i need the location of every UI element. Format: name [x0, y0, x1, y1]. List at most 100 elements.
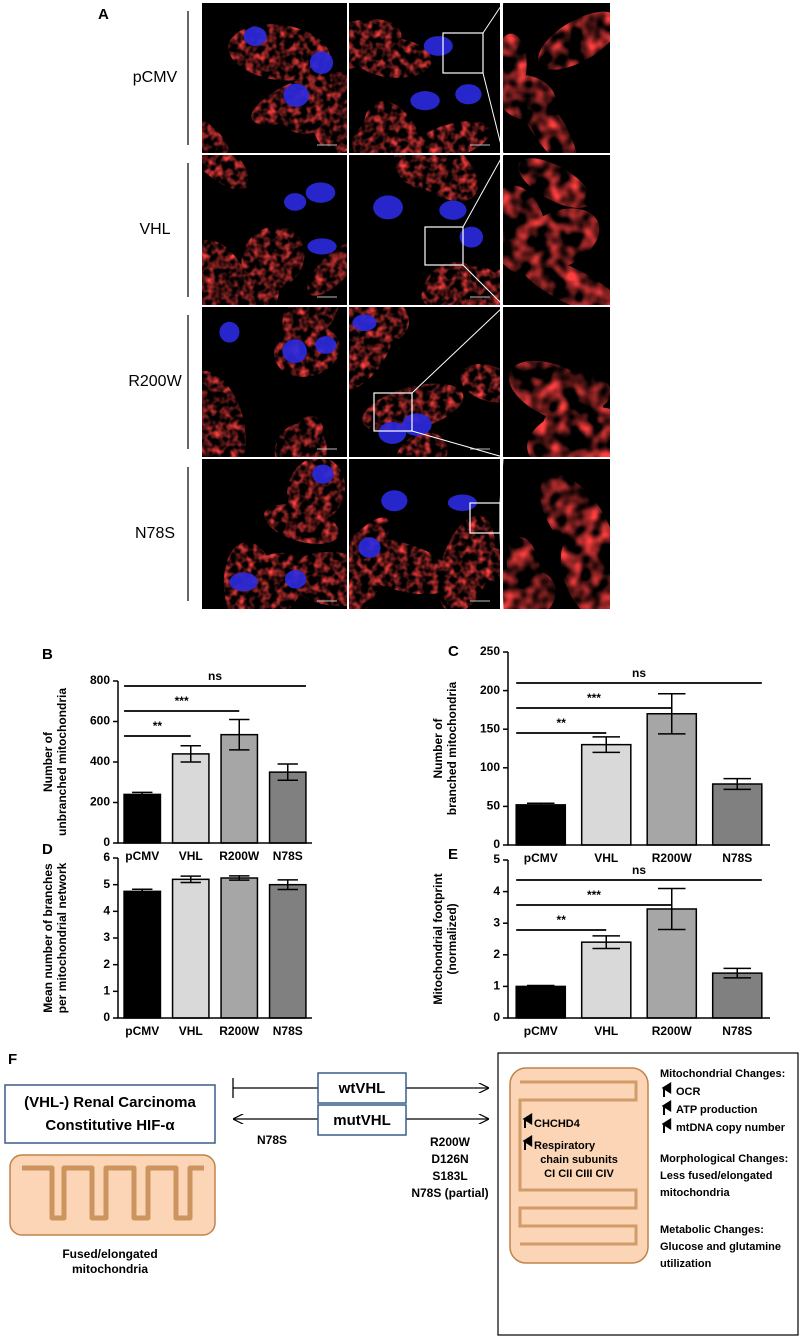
mitochondria	[503, 11, 610, 153]
mitochondria	[503, 474, 610, 609]
mitochondria	[223, 459, 347, 609]
error-bar	[592, 736, 621, 754]
inner-label: chain subunits	[540, 1154, 618, 1166]
cell	[202, 370, 246, 457]
y-axis-label: unbranched mitochondria	[55, 688, 69, 836]
nucleus	[219, 321, 240, 343]
x-tick-label: N78S	[273, 1024, 303, 1038]
cells	[202, 155, 347, 305]
y-tick-label: 0	[493, 1010, 500, 1024]
mutant: D126N	[431, 1152, 468, 1166]
mut-label: mutVHL	[333, 1112, 391, 1129]
row-label: R200W	[128, 373, 182, 390]
change-item: mtDNA copy number	[676, 1122, 786, 1134]
x-tick-label: pCMV	[524, 851, 558, 865]
mitochondria	[508, 360, 610, 457]
nucleus	[373, 195, 403, 220]
nucleus	[455, 84, 482, 105]
significance-label: ns	[632, 863, 646, 877]
y-tick-label: 1	[493, 979, 500, 993]
zoom-line	[462, 154, 504, 228]
row-label: VHL	[139, 221, 170, 238]
y-tick-label: 800	[90, 673, 110, 687]
change-title: Mitochondrial Changes:	[660, 1068, 785, 1080]
x-tick-label: N78S	[722, 1024, 752, 1038]
y-tick-label: 150	[480, 721, 500, 735]
y-tick-label: 1	[103, 984, 110, 998]
nucleus	[410, 91, 440, 111]
cell	[263, 504, 340, 544]
y-tick-label: 2	[103, 957, 110, 971]
change-item: utilization	[660, 1258, 712, 1270]
inner-label: CHCHD4	[534, 1118, 581, 1130]
zoom-box	[469, 502, 501, 534]
cells	[202, 307, 340, 457]
wt-label: wtVHL	[338, 1080, 386, 1097]
significance-label: **	[153, 719, 163, 733]
mitochondria	[503, 158, 610, 305]
cell	[362, 383, 464, 433]
change-item: Less fused/elongated	[660, 1170, 772, 1182]
cell	[518, 158, 591, 208]
nucleus	[459, 226, 484, 248]
cells	[349, 307, 500, 457]
nucleus	[309, 51, 334, 75]
error-bar	[657, 887, 686, 931]
y-axis-label: per mitochondrial network	[55, 862, 69, 1013]
x-tick-label: VHL	[179, 1024, 203, 1038]
cell	[202, 239, 257, 305]
cell	[289, 415, 325, 457]
error-bar	[526, 984, 555, 989]
bar	[515, 985, 567, 1019]
y-tick-label: 2	[493, 947, 500, 961]
cell	[518, 256, 610, 305]
cell	[518, 208, 600, 271]
significance-label: ***	[587, 888, 601, 902]
cell	[460, 364, 500, 403]
cells	[223, 459, 347, 609]
bar	[220, 733, 259, 844]
zoom-line	[482, 2, 504, 34]
error-bar	[277, 879, 298, 891]
y-tick-label: 5	[493, 852, 500, 866]
mutant: S183L	[432, 1169, 467, 1183]
zoom-line	[482, 72, 504, 154]
cell	[506, 536, 541, 598]
inner-label: Respiratory	[534, 1140, 596, 1152]
cell	[312, 95, 347, 153]
x-tick-label: VHL	[594, 851, 618, 865]
nucleus	[284, 570, 307, 589]
x-tick-label: R200W	[219, 849, 260, 863]
bar	[711, 972, 763, 1019]
bar	[580, 941, 632, 1019]
cell	[421, 266, 497, 305]
panel-label: D	[42, 841, 53, 858]
cell	[407, 121, 491, 153]
error-bar	[180, 875, 201, 884]
error-bar	[132, 888, 153, 895]
y-tick-label: 3	[103, 930, 110, 944]
cells	[508, 360, 610, 457]
mutant: N78S (partial)	[411, 1186, 488, 1200]
y-tick-label: 3	[493, 915, 500, 929]
bar	[171, 753, 210, 844]
axis	[507, 860, 770, 1019]
panel-label: A	[98, 6, 109, 23]
error-bar	[526, 802, 555, 808]
cell	[530, 393, 580, 457]
mutant: R200W	[430, 1135, 471, 1149]
significance-label: ns	[208, 669, 222, 683]
y-axis-label: branched mitochondria	[445, 682, 459, 816]
bar	[711, 783, 763, 846]
title-box	[4, 1084, 216, 1144]
cells	[349, 19, 491, 153]
bar	[268, 771, 307, 844]
cells	[349, 490, 500, 609]
y-tick-label: 200	[480, 683, 500, 697]
cells	[503, 474, 610, 609]
y-tick-label: 4	[493, 884, 500, 898]
cell	[352, 37, 432, 78]
cell	[287, 551, 347, 607]
cell	[538, 11, 610, 70]
y-axis-label: Number of	[41, 731, 55, 792]
